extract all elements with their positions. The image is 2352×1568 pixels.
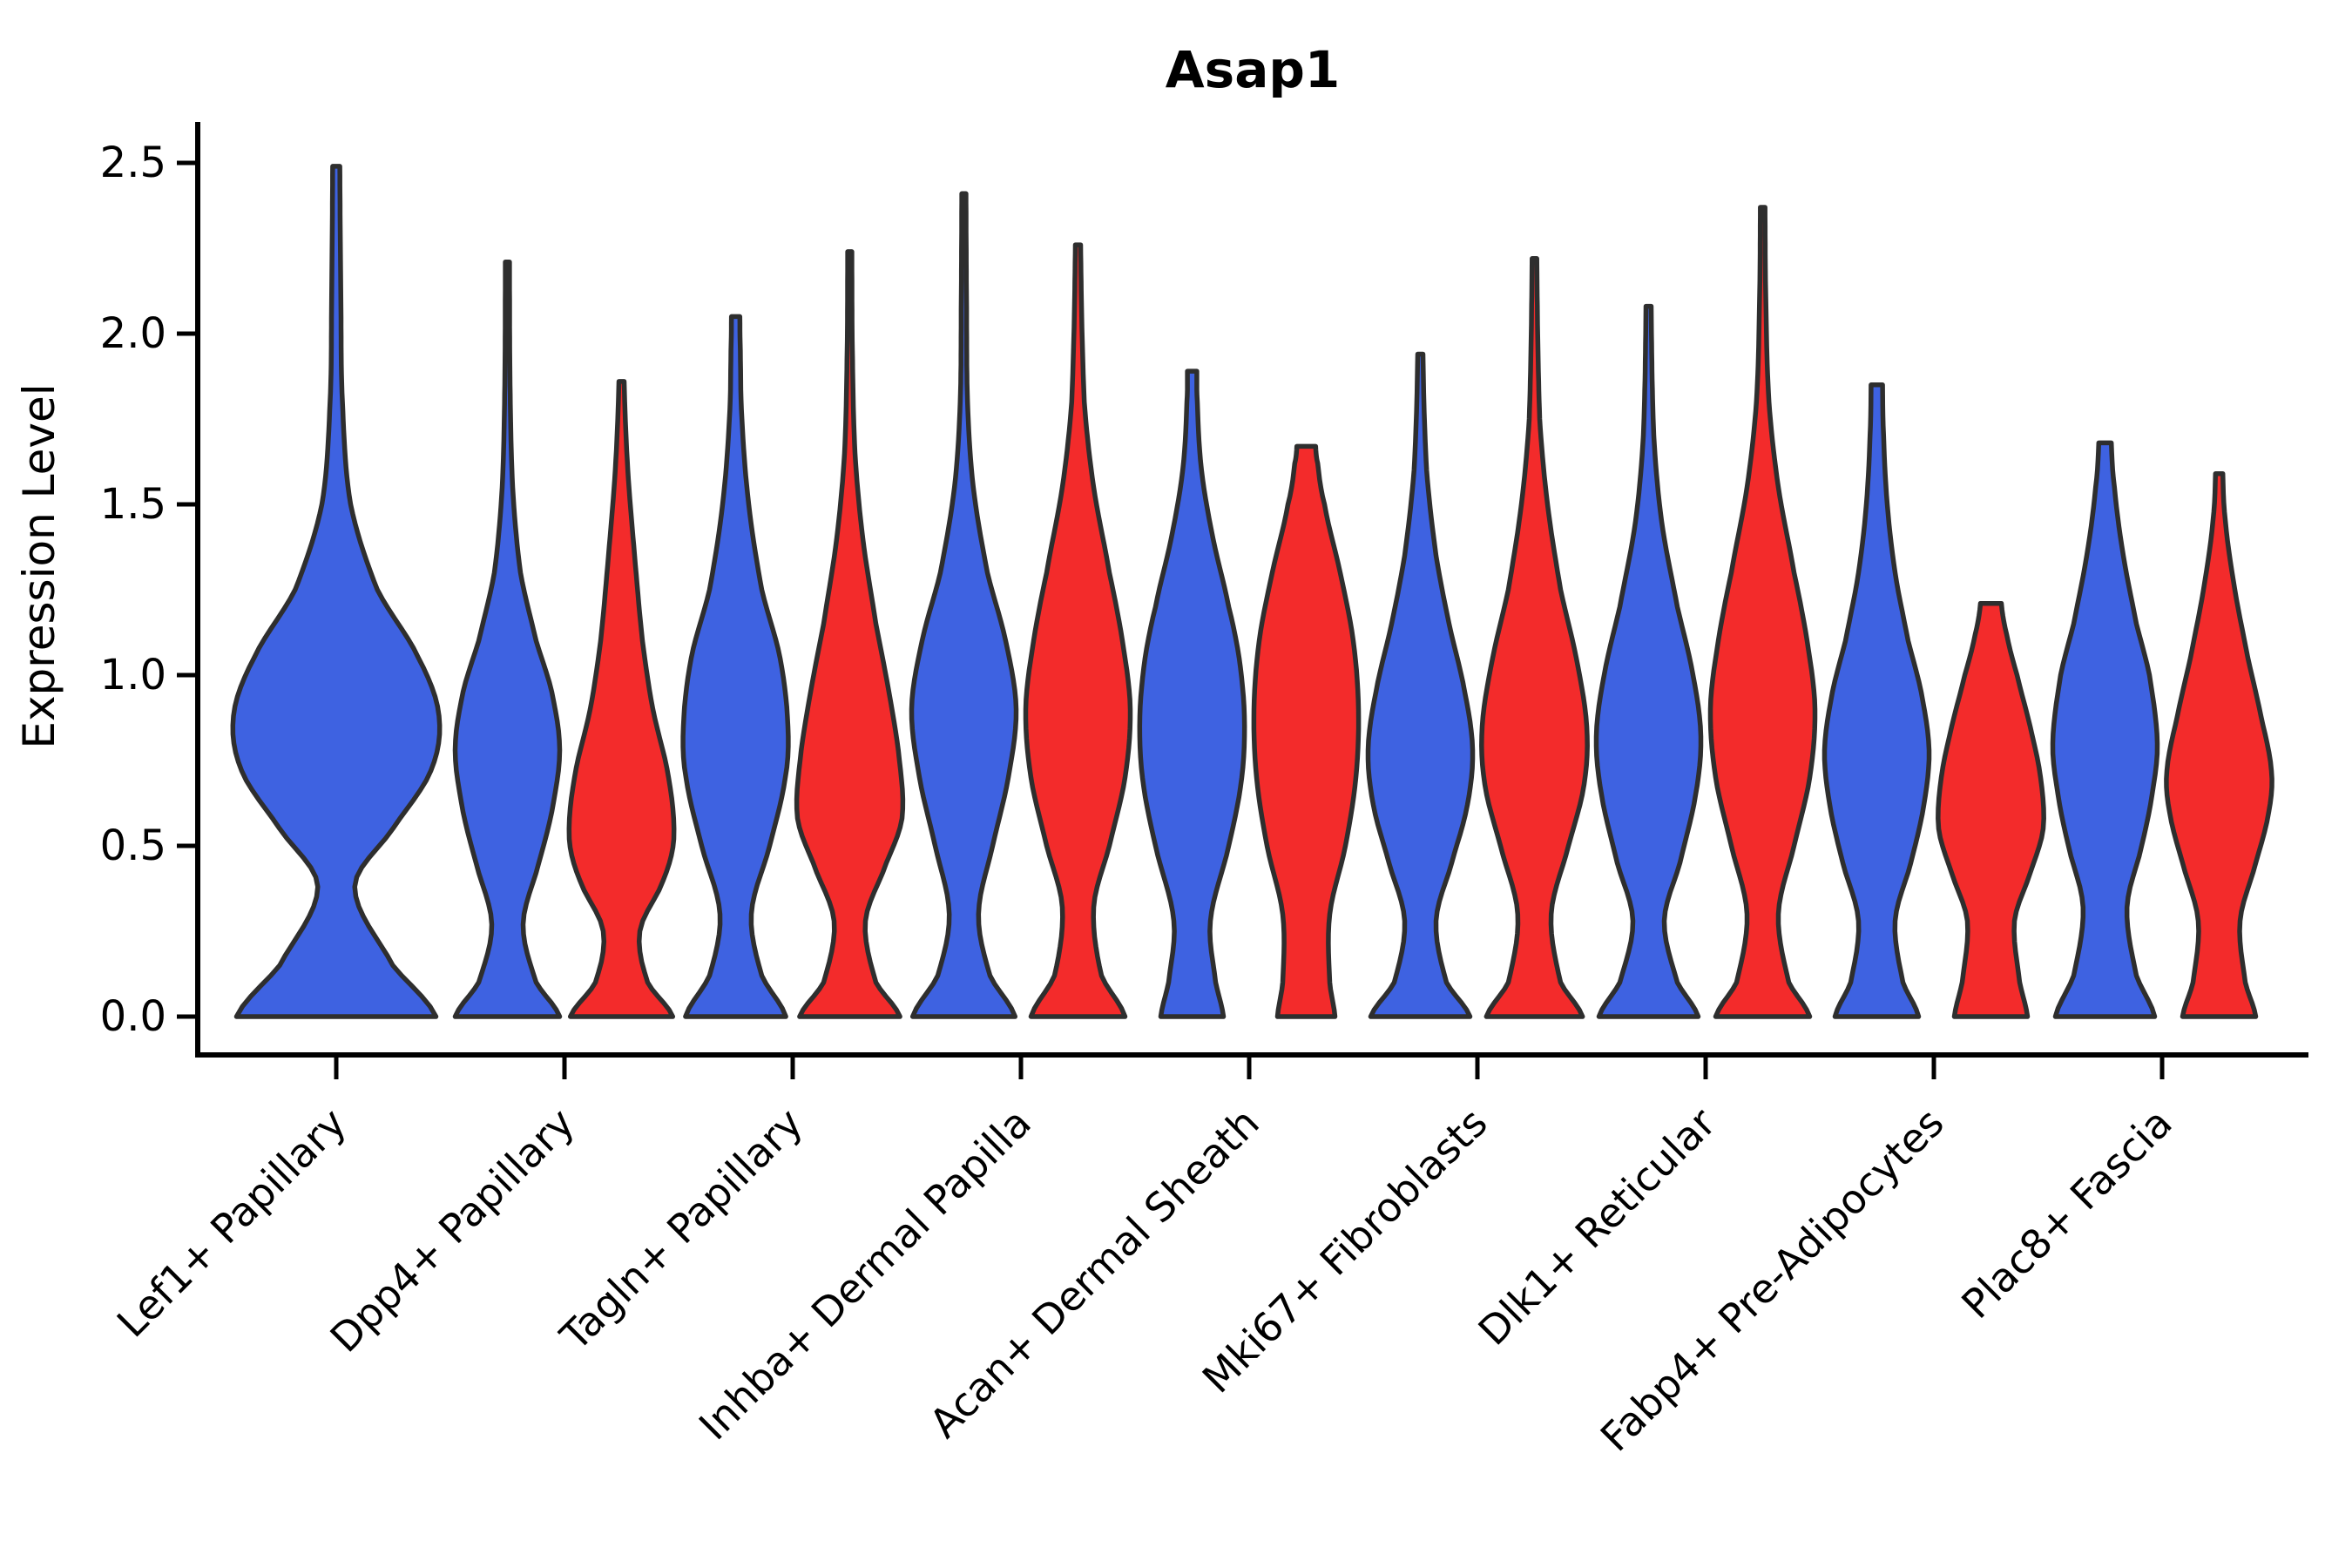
violin-plac8-red	[2164, 470, 2274, 1019]
violin-dpp4-blue	[452, 259, 563, 1019]
violin-dpp4-red	[566, 379, 677, 1019]
y-tick-label: 1.0	[100, 651, 166, 700]
x-tick-label-tagln: Tagln+ Papillary	[551, 1099, 812, 1361]
violin-fabp4-blue	[1821, 382, 1932, 1019]
x-tick-label-plac8: Plac8+ Fascia	[1952, 1099, 2180, 1328]
violin-tagln-red	[794, 249, 906, 1019]
x-tick-label-dpp4: Dpp4+ Papillary	[321, 1099, 584, 1362]
violin-inhba-blue	[909, 191, 1019, 1019]
y-tick-label: 2.5	[100, 139, 166, 187]
violin-mki67-blue	[1365, 351, 1476, 1019]
x-tick-label-dlk1: Dlk1+ Reticular	[1470, 1099, 1725, 1355]
y-tick-label: 1.5	[100, 480, 166, 529]
violin-lef1-blue	[230, 164, 443, 1019]
y-axis-label: Expression Level	[14, 383, 64, 748]
y-tick-label: 0.5	[100, 821, 166, 870]
y-tick-label: 2.0	[100, 309, 166, 358]
violins-layer	[230, 164, 2274, 1019]
violin-plac8-blue	[2050, 440, 2160, 1019]
y-tick-label: 0.0	[100, 992, 166, 1041]
violin-tagln-blue	[680, 314, 791, 1019]
chart-title: Asap1	[1166, 40, 1340, 99]
violin-acan-blue	[1137, 368, 1247, 1019]
violin-fabp4-red	[1936, 600, 2046, 1019]
violin-dlk1-red	[1707, 205, 1818, 1019]
violin-inhba-red	[1023, 242, 1133, 1019]
x-tick-label-lef1: Lef1+ Papillary	[108, 1099, 355, 1347]
violin-dlk1-blue	[1593, 303, 1704, 1019]
violin-mki67-red	[1479, 256, 1590, 1019]
violin-acan-red	[1251, 443, 1362, 1019]
